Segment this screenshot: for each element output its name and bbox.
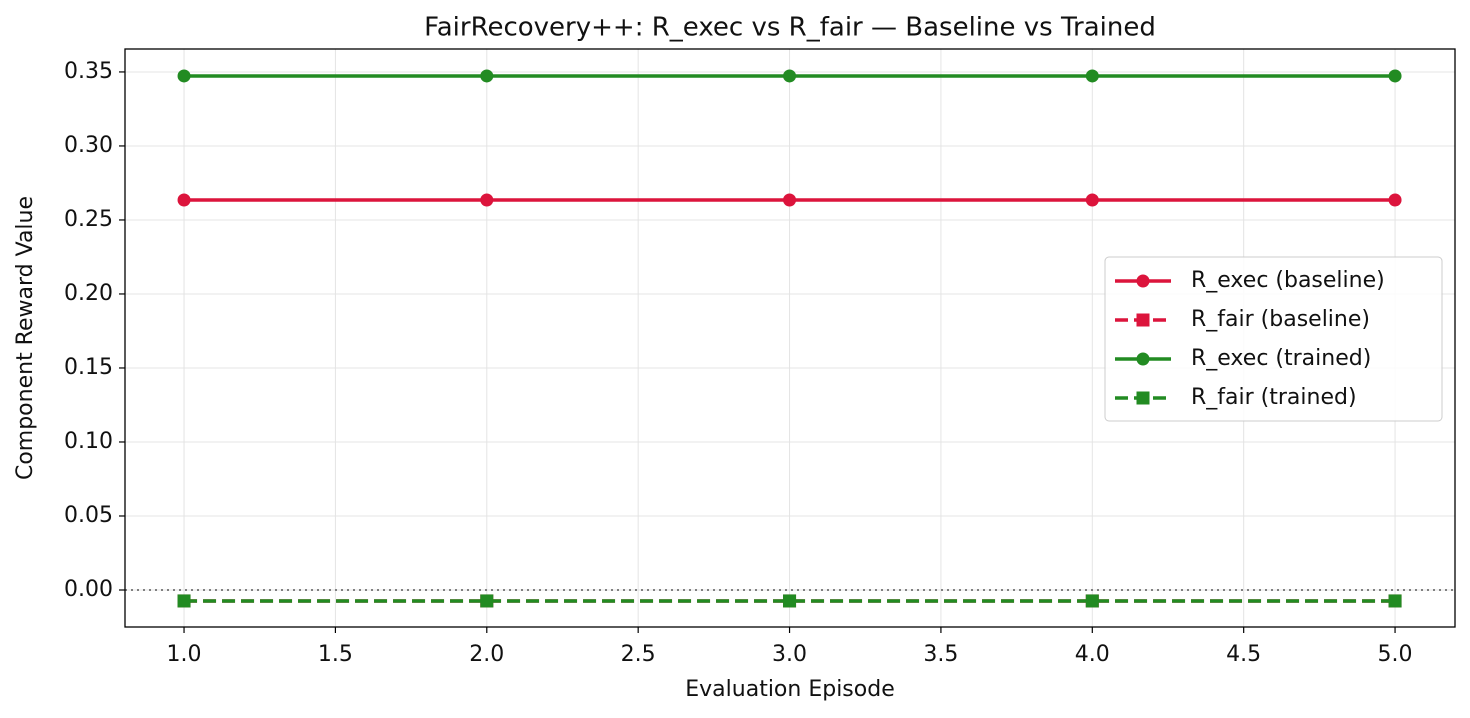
chart-title: FairRecovery++: R_exec vs R_fair — Basel… <box>424 13 1156 43</box>
data-point <box>1085 193 1099 207</box>
y-tick-label: 0.35 <box>64 59 113 84</box>
x-tick-label: 2.0 <box>469 642 504 667</box>
y-tick-label: 0.30 <box>64 133 113 158</box>
plot-frame <box>124 48 1456 628</box>
data-point <box>480 69 494 83</box>
data-point <box>1388 193 1402 207</box>
data-point <box>783 69 797 83</box>
y-tick-label: 0.05 <box>64 503 113 528</box>
legend-label: R_exec (baseline) <box>1191 268 1385 293</box>
data-point <box>177 594 191 608</box>
legend-marker <box>1136 352 1150 366</box>
data-point <box>1085 69 1099 83</box>
data-point <box>177 69 191 83</box>
x-tick-label: 3.0 <box>772 642 807 667</box>
x-tick-label: 1.5 <box>318 642 353 667</box>
y-tick-label: 0.20 <box>64 281 113 306</box>
legend-marker <box>1136 313 1150 327</box>
legend-marker <box>1136 274 1150 288</box>
data-point <box>1085 594 1099 608</box>
x-tick-label: 4.0 <box>1075 642 1110 667</box>
y-tick-label: 0.15 <box>64 355 113 380</box>
x-tick-label: 4.5 <box>1226 642 1261 667</box>
x-tick-label: 2.5 <box>621 642 656 667</box>
data-point <box>177 193 191 207</box>
x-tick-label: 5.0 <box>1378 642 1413 667</box>
legend-label: R_exec (trained) <box>1191 346 1371 371</box>
legend-label: R_fair (trained) <box>1191 385 1357 410</box>
y-tick-label: 0.25 <box>64 207 113 232</box>
legend-box <box>1104 256 1443 422</box>
data-point <box>1388 69 1402 83</box>
data-point <box>783 594 797 608</box>
data-point <box>1388 594 1402 608</box>
legend-label: R_fair (baseline) <box>1191 307 1370 332</box>
data-point <box>480 594 494 608</box>
y-tick-label: 0.10 <box>64 429 113 454</box>
x-tick-label: 1.0 <box>167 642 202 667</box>
data-point <box>783 193 797 207</box>
x-axis-label: Evaluation Episode <box>685 677 894 702</box>
legend-marker <box>1136 391 1150 405</box>
y-axis-label: Component Reward Value <box>13 196 38 480</box>
y-tick-label: 0.00 <box>64 577 113 602</box>
x-tick-label: 3.5 <box>923 642 958 667</box>
data-point <box>480 193 494 207</box>
